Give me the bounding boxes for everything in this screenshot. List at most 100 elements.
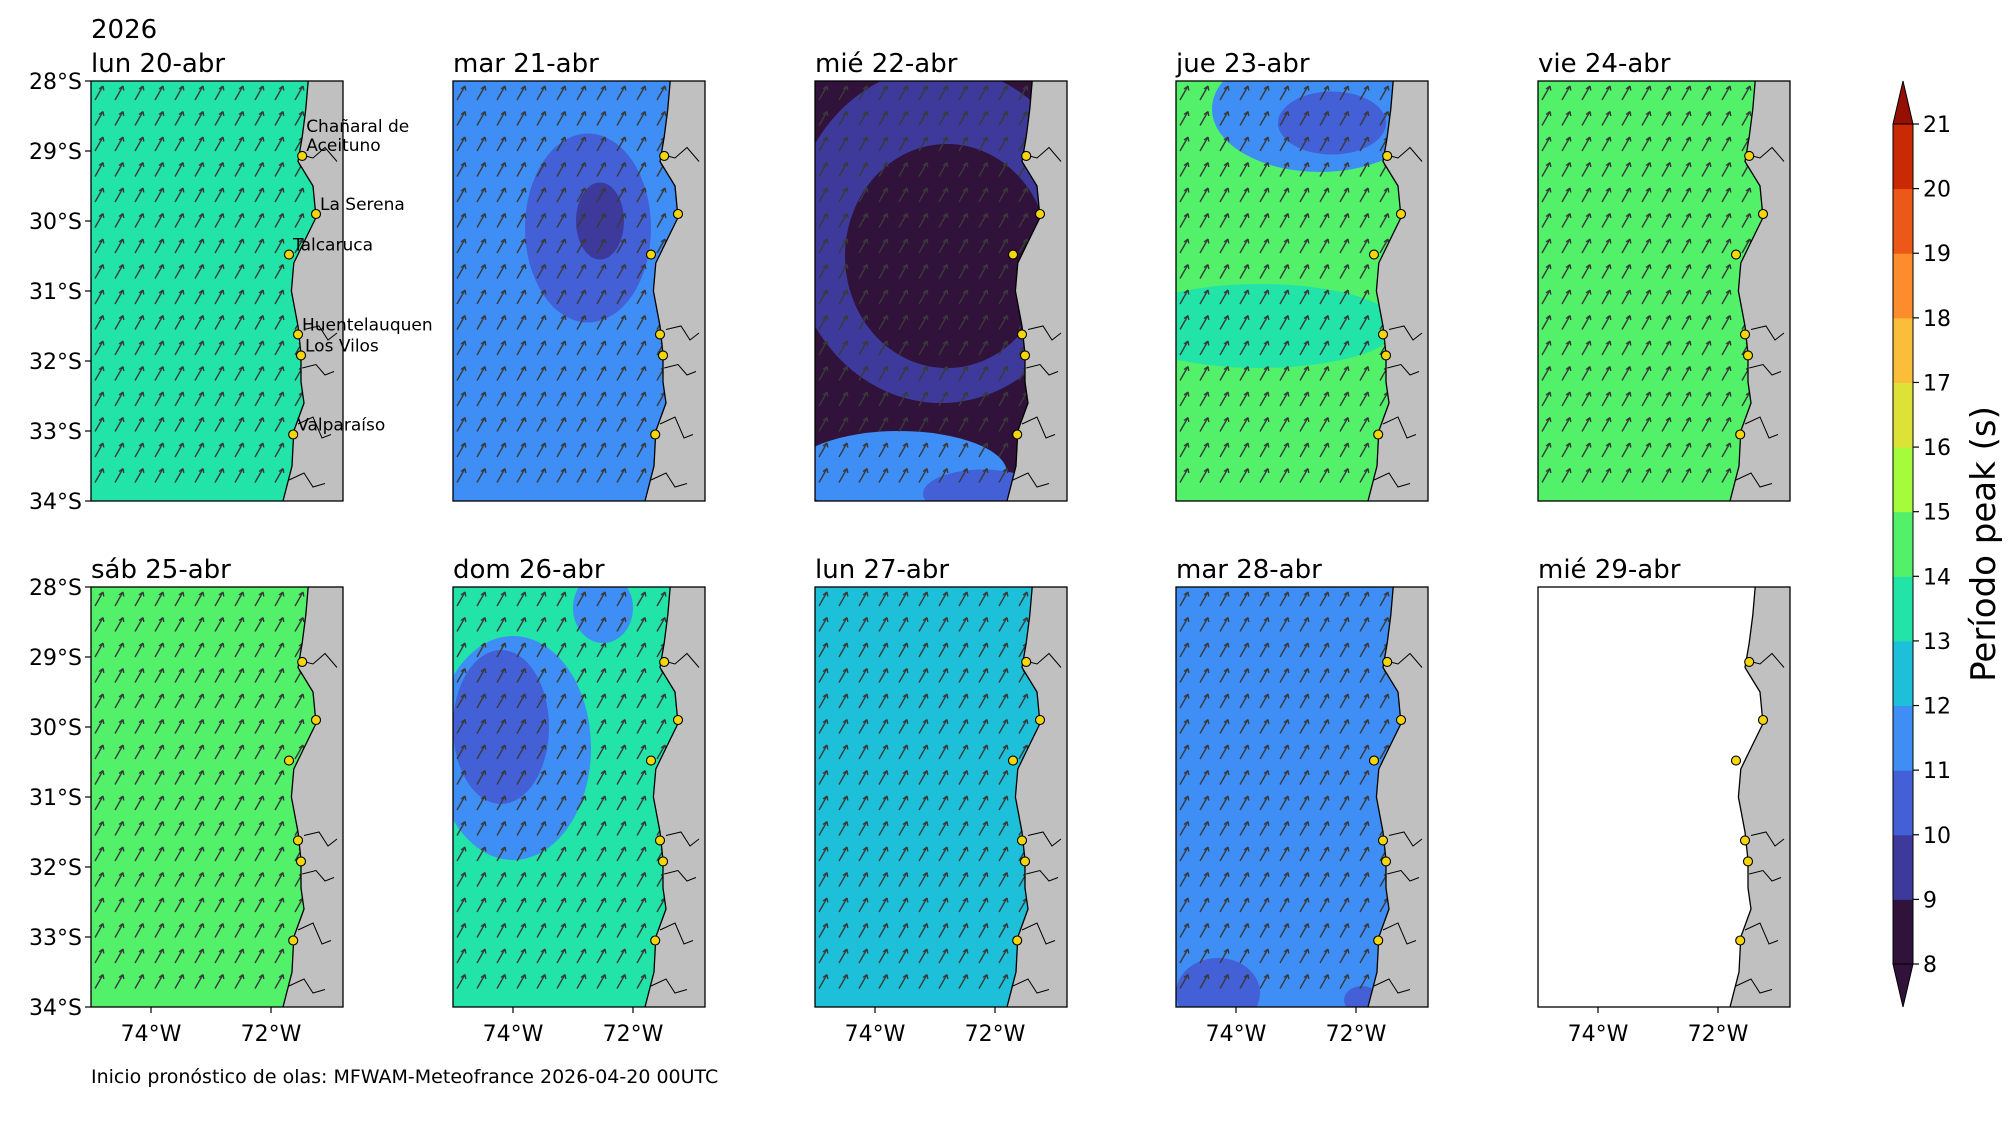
wave-direction-arrow bbox=[1339, 314, 1350, 330]
wave-direction-arrow bbox=[154, 591, 165, 607]
wave-direction-arrow bbox=[1359, 467, 1370, 483]
wave-direction-arrow bbox=[174, 616, 185, 632]
wave-direction-arrow bbox=[1299, 667, 1310, 683]
wave-direction-arrow bbox=[998, 922, 1009, 938]
wave-direction-arrow bbox=[1561, 467, 1572, 483]
wave-direction-arrow bbox=[234, 718, 245, 734]
wave-direction-arrow bbox=[1179, 948, 1190, 964]
wave-direction-arrow bbox=[938, 238, 949, 254]
wave-direction-arrow bbox=[998, 846, 1009, 862]
wave-direction-arrow bbox=[818, 897, 829, 913]
wave-direction-arrow bbox=[1219, 238, 1230, 254]
wave-direction-arrow bbox=[656, 212, 667, 228]
wave-direction-arrow bbox=[1259, 642, 1270, 658]
wave-direction-arrow bbox=[958, 642, 969, 658]
wave-direction-arrow bbox=[1581, 340, 1592, 356]
wave-direction-arrow bbox=[1319, 744, 1330, 760]
lon-tick-label: 74°W bbox=[1568, 1022, 1629, 1047]
wave-direction-arrow bbox=[214, 693, 225, 709]
wave-direction-arrow bbox=[918, 642, 929, 658]
wave-direction-arrow bbox=[154, 667, 165, 683]
wave-direction-arrow bbox=[1199, 467, 1210, 483]
wave-direction-arrow bbox=[1339, 365, 1350, 381]
wave-direction-arrow bbox=[1641, 238, 1652, 254]
wave-direction-arrow bbox=[1621, 161, 1632, 177]
wave-direction-arrow bbox=[1359, 289, 1370, 305]
wave-direction-arrow bbox=[154, 871, 165, 887]
wave-direction-arrow bbox=[1299, 769, 1310, 785]
wave-direction-arrow bbox=[1741, 110, 1752, 126]
wave-direction-arrow bbox=[616, 693, 627, 709]
wave-direction-arrow bbox=[174, 365, 185, 381]
panel-date-title: sáb 25-abr bbox=[91, 555, 231, 585]
region-border bbox=[1373, 978, 1411, 994]
wave-direction-arrow bbox=[978, 769, 989, 785]
colorbar-tick-label: 17 bbox=[1923, 371, 1951, 396]
wave-direction-arrow bbox=[1279, 187, 1290, 203]
wave-direction-arrow bbox=[878, 948, 889, 964]
wave-direction-arrow bbox=[636, 314, 647, 330]
wave-direction-arrow bbox=[636, 922, 647, 938]
wave-direction-arrow bbox=[918, 136, 929, 152]
wave-direction-arrow bbox=[1259, 263, 1270, 279]
wave-direction-arrow bbox=[1701, 289, 1712, 305]
wave-direction-arrow bbox=[1701, 212, 1712, 228]
wave-direction-arrow bbox=[1239, 416, 1250, 432]
wave-direction-arrow bbox=[476, 136, 487, 152]
wave-direction-arrow bbox=[134, 110, 145, 126]
wave-direction-arrow bbox=[1681, 467, 1692, 483]
wave-direction-arrow bbox=[998, 187, 1009, 203]
wave-direction-arrow bbox=[938, 263, 949, 279]
wave-direction-arrow bbox=[1701, 391, 1712, 407]
wave-direction-arrow bbox=[878, 973, 889, 989]
coastline bbox=[1367, 81, 1402, 501]
location-marker bbox=[657, 856, 669, 867]
wave-direction-arrow bbox=[274, 467, 285, 483]
wave-direction-arrow bbox=[998, 85, 1009, 101]
ocean-field bbox=[1538, 587, 1763, 1007]
wave-direction-arrow bbox=[556, 340, 567, 356]
colorbar-tick-label: 14 bbox=[1923, 565, 1951, 590]
wave-direction-arrow bbox=[1179, 314, 1190, 330]
lon-tick-label: 72°W bbox=[965, 1022, 1026, 1047]
wave-direction-arrow bbox=[858, 616, 869, 632]
wave-direction-arrow bbox=[1641, 136, 1652, 152]
wave-direction-arrow bbox=[878, 110, 889, 126]
wave-direction-arrow bbox=[254, 391, 265, 407]
wave-direction-arrow bbox=[1299, 416, 1310, 432]
wave-direction-arrow bbox=[1581, 289, 1592, 305]
wave-direction-arrow bbox=[1339, 948, 1350, 964]
wave-direction-arrow bbox=[858, 442, 869, 458]
wave-direction-arrow bbox=[194, 642, 205, 658]
wave-direction-arrow bbox=[154, 795, 165, 811]
wave-direction-arrow bbox=[214, 897, 225, 913]
wave-direction-arrow bbox=[1621, 136, 1632, 152]
wave-direction-arrow bbox=[1319, 642, 1330, 658]
wave-direction-arrow bbox=[858, 365, 869, 381]
wave-direction-arrow bbox=[214, 591, 225, 607]
wave-direction-arrow bbox=[1199, 820, 1210, 836]
wave-direction-arrow bbox=[476, 897, 487, 913]
wave-direction-arrow bbox=[536, 718, 547, 734]
wave-direction-arrow bbox=[898, 314, 909, 330]
wave-direction-arrow bbox=[496, 820, 507, 836]
wave-direction-arrow bbox=[978, 667, 989, 683]
wave-direction-arrow bbox=[818, 365, 829, 381]
wave-direction-arrow bbox=[456, 820, 467, 836]
wave-direction-arrow bbox=[1661, 442, 1672, 458]
wave-direction-arrow bbox=[174, 212, 185, 228]
wave-direction-arrow bbox=[1359, 667, 1370, 683]
map-panel: vie 24-abr bbox=[1537, 49, 1791, 502]
wave-direction-arrow bbox=[918, 616, 929, 632]
wave-direction-arrow bbox=[1319, 85, 1330, 101]
panel-frame bbox=[1175, 586, 1429, 1008]
coastline bbox=[282, 587, 317, 1007]
wave-direction-arrow bbox=[536, 340, 547, 356]
wave-direction-arrow bbox=[616, 769, 627, 785]
wave-direction-arrow bbox=[274, 922, 285, 938]
lat-tick-label: 30°S bbox=[29, 210, 82, 235]
wave-direction-arrow bbox=[1259, 616, 1270, 632]
wave-direction-arrow bbox=[838, 263, 849, 279]
lat-tick-label: 29°S bbox=[29, 140, 82, 165]
coastline bbox=[1006, 81, 1041, 501]
